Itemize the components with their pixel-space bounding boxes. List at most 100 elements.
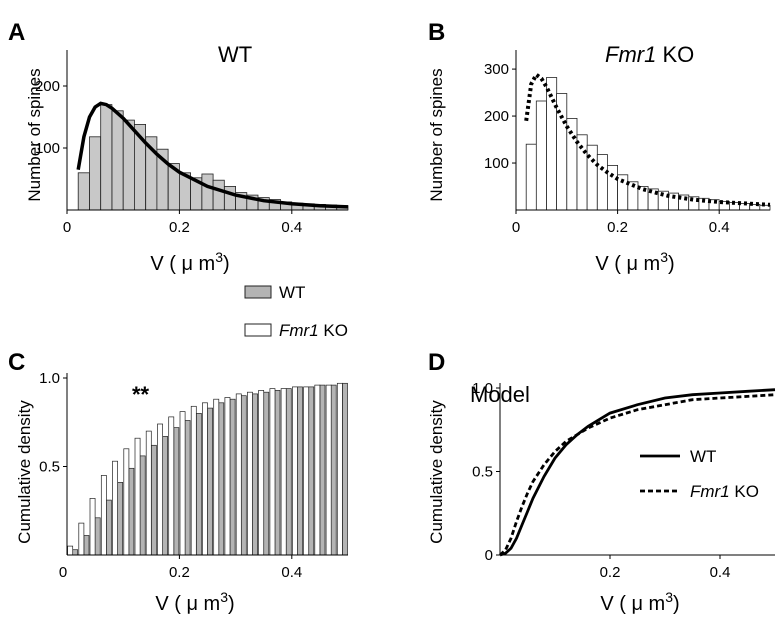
bar-wt <box>94 517 101 556</box>
bar-fmr1-ko <box>258 390 265 556</box>
bar-wt <box>342 382 348 556</box>
bar-fmr1-ko <box>247 391 253 556</box>
y-axis-label: Number of spines <box>427 68 446 201</box>
bar-wt <box>263 391 270 556</box>
x-axis-label: V ( μ m3) <box>155 589 234 615</box>
x-axis-label-main: V ( μ m <box>150 253 215 275</box>
bar-wt <box>117 482 124 556</box>
bar-fmr1-ko <box>292 386 298 556</box>
bar-fmr1-ko <box>100 475 107 556</box>
bar-wt <box>173 427 180 556</box>
panel-title-italic: Fmr1 <box>605 42 656 67</box>
legend-label-rest: KO <box>730 482 759 501</box>
bar-wt <box>330 384 337 556</box>
bar-fmr1-ko <box>303 386 310 556</box>
x-tick-label: 0.2 <box>169 219 190 236</box>
bar-fmr1-ko <box>157 423 163 556</box>
legend-label: Fmr1 KO <box>690 482 759 501</box>
x-tick-label: 0.2 <box>607 219 628 236</box>
bar-wt <box>184 420 191 556</box>
histogram-bar <box>111 110 124 211</box>
panel-title: Model <box>470 382 530 407</box>
bar-fmr1-ko <box>213 398 220 556</box>
histogram-bar <box>77 172 90 211</box>
panel-d: 0 0.5 1.0 0.2 0.4 Cumulative density V ( μ m3)… <box>427 349 776 615</box>
bar-fmr1-ko <box>134 437 141 556</box>
legend-swatch-fmr1-ko <box>244 323 272 337</box>
histogram-bar <box>637 186 649 211</box>
bar-fmr1-ko <box>325 384 332 556</box>
y-tick-label: 1.0 <box>472 380 493 397</box>
legend-label-text: WT <box>690 447 716 466</box>
bar-fmr1-ko <box>168 416 175 556</box>
x-axis-label-close: ) <box>668 253 675 275</box>
model-line-fmr1-ko <box>499 393 776 557</box>
y-tick-label: 300 <box>484 61 509 78</box>
histogram-bar <box>100 104 113 211</box>
bar-fmr1-ko <box>336 382 343 556</box>
bar-wt <box>274 390 281 556</box>
y-tick-label: 100 <box>35 140 60 157</box>
panel-letter: B <box>428 19 445 46</box>
bar-fmr1-ko <box>202 402 208 556</box>
bar-fmr1-ko <box>190 405 197 556</box>
bar-wt <box>240 395 247 556</box>
bar-fmr1-ko <box>224 397 231 556</box>
x-axis-label-main: V ( μ m <box>155 593 220 615</box>
x-axis-label: V ( μ m3) <box>595 249 674 275</box>
panel-a: 100 200 0 0.2 0.4 Number of spines V ( μ m3) A W… <box>8 19 349 275</box>
x-axis-label-sup: 3 <box>665 589 673 605</box>
histogram-bar <box>596 154 608 211</box>
bar-fmr1-ko <box>314 384 321 556</box>
bar-wt <box>218 402 225 556</box>
x-tick-label: 0 <box>512 219 520 236</box>
legend-label: Fmr1 KO <box>279 321 348 340</box>
bar-wt <box>162 436 168 556</box>
y-tick-label: 0.5 <box>39 459 60 476</box>
bar-fmr1-ko <box>280 388 287 556</box>
histogram-bars <box>77 104 349 211</box>
x-axis-label-sup: 3 <box>220 589 228 605</box>
legend-label: WT <box>279 283 305 302</box>
fit-curve <box>76 101 349 209</box>
legend-label-text: WT <box>279 283 305 302</box>
shared-legend: WT Fmr1 KO <box>244 283 348 340</box>
bar-wt <box>297 386 303 556</box>
significance-annotation: ** <box>132 382 150 407</box>
bar-wt <box>195 413 202 556</box>
y-axis-label: Cumulative density <box>427 400 446 544</box>
x-axis-label-main: V ( μ m <box>595 253 660 275</box>
cumulative-bars <box>67 382 348 556</box>
y-tick-label: 100 <box>484 155 509 172</box>
bar-wt <box>139 455 146 556</box>
x-tick-label: 0.4 <box>710 564 731 581</box>
panel-b: 100 200 300 0 0.2 0.4 Number of spines V ( μ m3… <box>427 19 771 275</box>
x-tick-label: 0.4 <box>281 219 302 236</box>
bar-wt <box>319 384 326 556</box>
x-axis-label-main: V ( μ m <box>600 593 665 615</box>
histogram-bar <box>89 136 102 211</box>
x-axis-label: V ( μ m3) <box>600 589 679 615</box>
bar-fmr1-ko <box>89 498 96 556</box>
histogram-bar <box>223 185 236 211</box>
panel-title: Fmr1 KO <box>605 42 694 67</box>
y-tick-label: 200 <box>484 108 509 125</box>
bar-fmr1-ko <box>78 522 85 556</box>
bar-fmr1-ko <box>145 430 152 556</box>
panel-title-text: KO <box>656 42 694 67</box>
x-axis-label-sup: 3 <box>215 249 223 265</box>
y-tick-label: 1.0 <box>39 370 60 387</box>
bar-wt <box>128 467 135 556</box>
y-tick-label: 0 <box>485 547 493 564</box>
histogram-bar <box>201 173 214 211</box>
x-axis-label: V ( μ m3) <box>150 249 229 275</box>
legend-swatch-wt <box>244 285 272 299</box>
x-tick-label: 0 <box>63 219 71 236</box>
histogram-bar <box>525 143 537 211</box>
bar-wt <box>83 535 90 556</box>
histogram-bar <box>607 164 619 211</box>
bar-fmr1-ko <box>112 460 118 556</box>
bar-fmr1-ko <box>179 411 186 556</box>
bar-wt <box>105 499 112 556</box>
bar-wt <box>207 407 213 556</box>
